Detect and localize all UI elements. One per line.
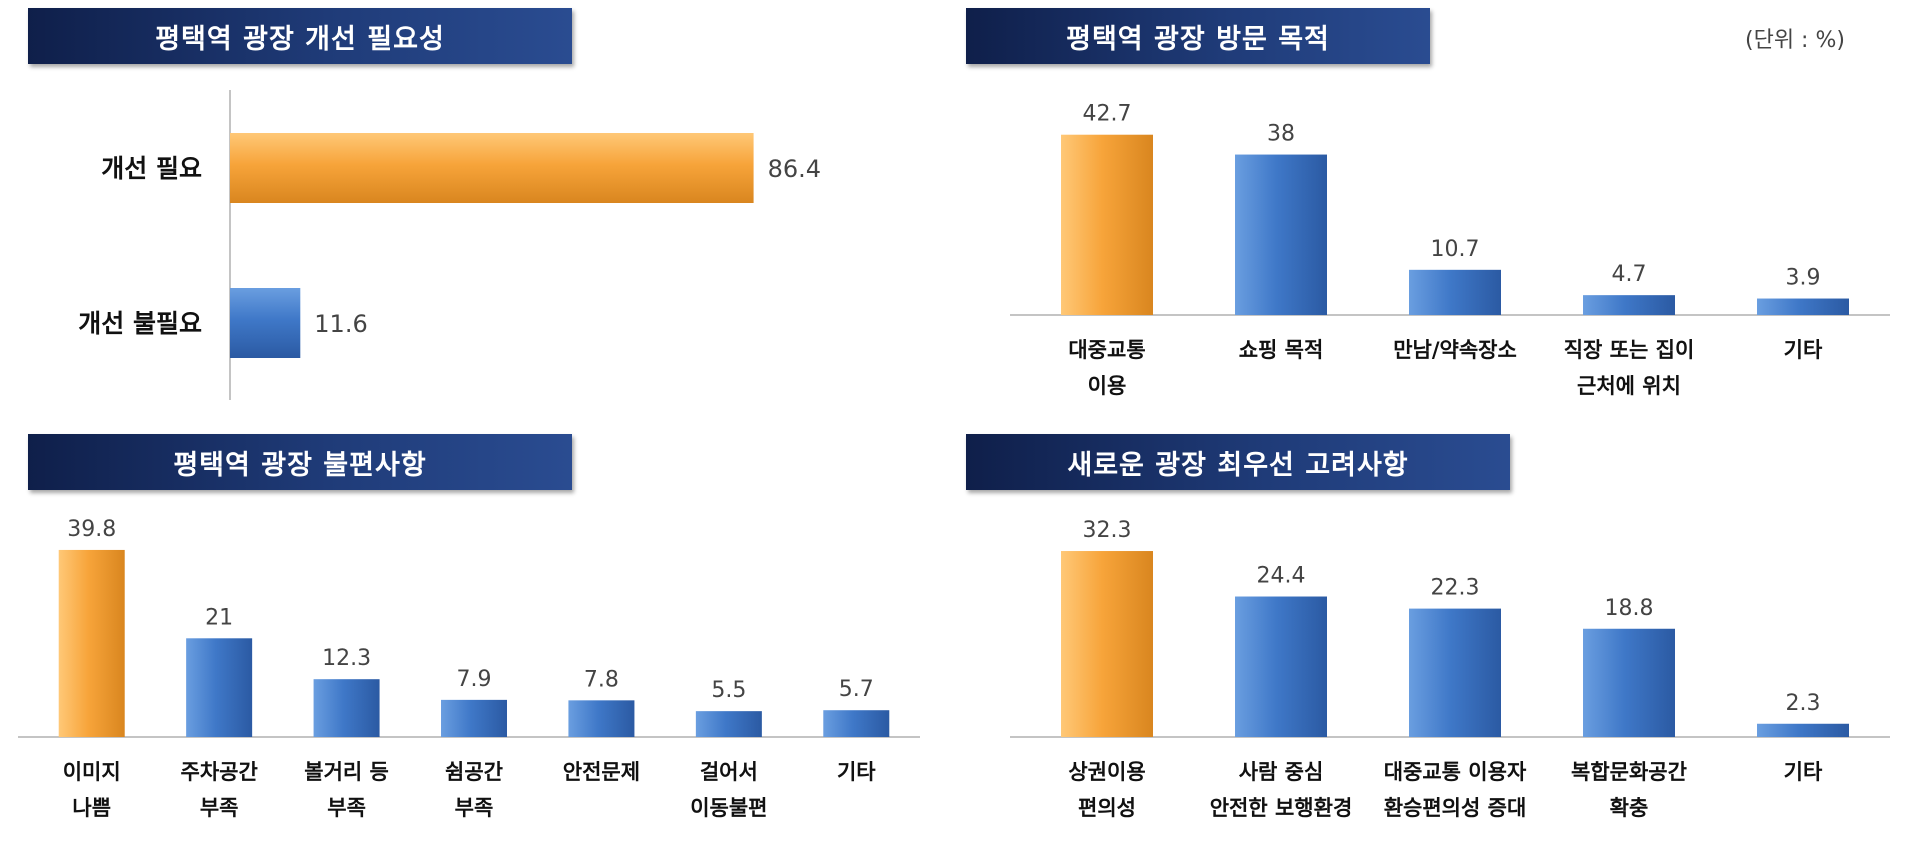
bar bbox=[823, 710, 890, 737]
bar bbox=[1757, 298, 1849, 315]
category-label: 개선 필요 bbox=[101, 154, 202, 183]
chart3-title: 평택역 광장 불편사항 bbox=[28, 434, 572, 490]
data-label: 12.3 bbox=[322, 646, 371, 671]
category-label: 만남/약속장소 bbox=[1393, 338, 1517, 362]
chart3-plot: 39.8 이미지 나쁨 21 주차공간 부족 12.3 볼거리 등 부족 7.9 쉼공간 부족 7.8 안… bbox=[18, 517, 920, 820]
category-label: 쇼핑 목적 bbox=[1239, 338, 1324, 362]
chart1-title: 평택역 광장 개선 필요성 bbox=[28, 8, 572, 64]
category-label: 기타 bbox=[1784, 338, 1823, 362]
category-label: 개선 불필요 bbox=[78, 309, 202, 338]
bar bbox=[1583, 295, 1675, 315]
category-label: 기타 bbox=[1784, 760, 1823, 784]
bar bbox=[58, 549, 125, 737]
bar bbox=[1757, 723, 1849, 737]
category-label: 쉼공간 부족 bbox=[445, 760, 503, 820]
data-label: 5.5 bbox=[711, 678, 746, 703]
unit-label: (단위 : %) bbox=[1745, 28, 1845, 53]
data-label: 24.4 bbox=[1257, 564, 1306, 589]
chart2-title: 평택역 광장 방문 목적 bbox=[966, 8, 1430, 64]
chart4-title: 새로운 광장 최우선 고려사항 bbox=[966, 434, 1510, 490]
data-label: 7.8 bbox=[584, 667, 619, 692]
data-label: 11.6 bbox=[314, 310, 367, 338]
bar bbox=[230, 133, 754, 203]
bar bbox=[1061, 551, 1153, 737]
bar bbox=[1061, 134, 1153, 315]
category-label: 안전문제 bbox=[563, 760, 640, 784]
bar bbox=[186, 638, 253, 737]
data-label: 38 bbox=[1267, 122, 1295, 147]
category-label: 볼거리 등 부족 bbox=[304, 760, 389, 820]
chart1-plot: 86.4 개선 필요 11.6 개선 불필요 bbox=[78, 90, 821, 400]
bar bbox=[1583, 628, 1675, 737]
data-label: 2.3 bbox=[1786, 691, 1821, 716]
data-label: 4.7 bbox=[1612, 262, 1647, 287]
category-label: 상권이용 편의성 bbox=[1068, 760, 1145, 820]
chart4-plot: 32.3 상권이용 편의성 24.4 사람 중심 안전한 보행환경 22.3 대중교통 이용자… bbox=[1010, 518, 1890, 820]
category-label: 대중교통 이용자 환승편의성 증대 bbox=[1384, 760, 1527, 820]
bar bbox=[1235, 154, 1327, 315]
category-label: 이미지 나쁨 bbox=[63, 760, 121, 820]
data-label: 7.9 bbox=[457, 667, 492, 692]
category-label: 주차공간 부족 bbox=[181, 760, 258, 820]
bar bbox=[230, 288, 301, 358]
bar bbox=[441, 699, 507, 737]
data-label: 22.3 bbox=[1431, 576, 1480, 601]
category-label: 사람 중심 안전한 보행환경 bbox=[1210, 760, 1353, 820]
data-label: 3.9 bbox=[1786, 266, 1821, 291]
category-label: 기타 bbox=[837, 760, 876, 784]
data-label: 42.7 bbox=[1083, 102, 1132, 127]
bar bbox=[1409, 269, 1501, 315]
data-label: 10.7 bbox=[1431, 237, 1480, 262]
data-label: 32.3 bbox=[1083, 518, 1132, 543]
bar bbox=[568, 700, 635, 737]
bar bbox=[695, 711, 762, 737]
data-label: 5.7 bbox=[839, 677, 874, 702]
data-label: 39.8 bbox=[67, 517, 116, 542]
category-label: 대중교통 이용 bbox=[1068, 338, 1145, 398]
data-label: 21 bbox=[205, 605, 233, 630]
bar bbox=[1409, 608, 1501, 737]
chart2-plot: 42.7 대중교통 이용 38 쇼핑 목적 10.7 만남/약속장소 4.7 직장 또는 집이 근… bbox=[1010, 102, 1890, 398]
category-label: 걸어서 이동불편 bbox=[690, 760, 767, 820]
category-label: 복합문화공간 확충 bbox=[1571, 760, 1687, 820]
bar bbox=[313, 679, 380, 737]
data-label: 86.4 bbox=[768, 155, 821, 183]
category-label: 직장 또는 집이 근처에 위치 bbox=[1564, 338, 1695, 398]
data-label: 18.8 bbox=[1605, 596, 1654, 621]
bar bbox=[1235, 596, 1327, 737]
